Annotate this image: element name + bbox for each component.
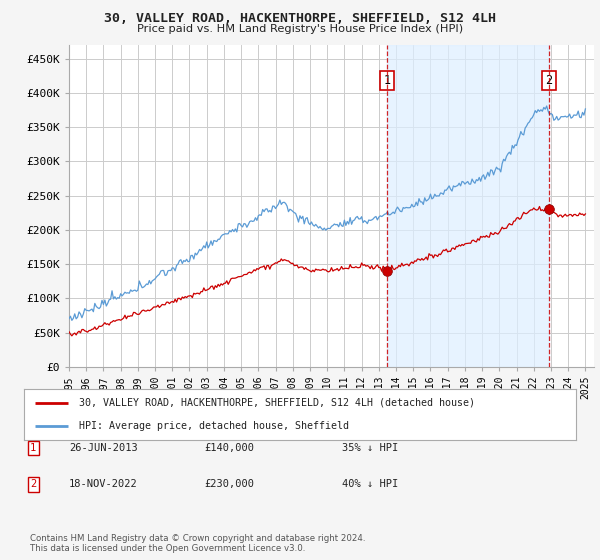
Text: 30, VALLEY ROAD, HACKENTHORPE, SHEFFIELD, S12 4LH: 30, VALLEY ROAD, HACKENTHORPE, SHEFFIELD… (104, 12, 496, 25)
Text: 30, VALLEY ROAD, HACKENTHORPE, SHEFFIELD, S12 4LH (detached house): 30, VALLEY ROAD, HACKENTHORPE, SHEFFIELD… (79, 398, 475, 408)
Text: 35% ↓ HPI: 35% ↓ HPI (342, 443, 398, 453)
Text: £230,000: £230,000 (204, 479, 254, 489)
Text: 26-JUN-2013: 26-JUN-2013 (69, 443, 138, 453)
Text: 40% ↓ HPI: 40% ↓ HPI (342, 479, 398, 489)
Bar (387, 45, 549, 367)
Text: Contains HM Land Registry data © Crown copyright and database right 2024.
This d: Contains HM Land Registry data © Crown c… (30, 534, 365, 553)
Text: 1: 1 (383, 74, 391, 87)
Text: Price paid vs. HM Land Registry's House Price Index (HPI): Price paid vs. HM Land Registry's House … (137, 24, 463, 34)
Text: HPI: Average price, detached house, Sheffield: HPI: Average price, detached house, Shef… (79, 421, 349, 431)
Text: £140,000: £140,000 (204, 443, 254, 453)
Text: 2: 2 (30, 479, 36, 489)
Text: 1: 1 (30, 443, 36, 453)
Text: 2: 2 (545, 74, 553, 87)
Text: 18-NOV-2022: 18-NOV-2022 (69, 479, 138, 489)
